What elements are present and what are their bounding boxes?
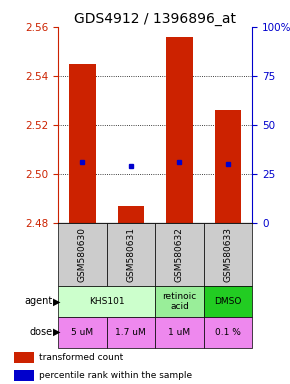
- Bar: [155, 223, 204, 286]
- Bar: [166, 36, 193, 223]
- Text: DMSO: DMSO: [214, 297, 242, 306]
- Text: KHS101: KHS101: [89, 297, 124, 306]
- Text: 5 uM: 5 uM: [71, 328, 93, 337]
- Bar: [58, 286, 155, 317]
- Bar: [14, 352, 34, 363]
- Bar: [14, 370, 34, 381]
- Bar: [107, 223, 155, 286]
- Bar: [58, 223, 107, 286]
- Text: dose: dose: [29, 327, 52, 337]
- Bar: [69, 64, 96, 223]
- Text: agent: agent: [24, 296, 52, 306]
- Text: 0.1 %: 0.1 %: [215, 328, 241, 337]
- Text: retinoic
acid: retinoic acid: [162, 292, 197, 311]
- Title: GDS4912 / 1396896_at: GDS4912 / 1396896_at: [74, 12, 236, 26]
- Text: GSM580632: GSM580632: [175, 227, 184, 282]
- Text: GSM580631: GSM580631: [126, 227, 135, 282]
- Bar: [155, 286, 204, 317]
- Bar: [155, 317, 204, 348]
- Text: ▶: ▶: [53, 327, 60, 337]
- Bar: [204, 286, 252, 317]
- Bar: [204, 317, 252, 348]
- Text: 1.7 uM: 1.7 uM: [115, 328, 146, 337]
- Text: transformed count: transformed count: [39, 353, 124, 362]
- Bar: [58, 317, 107, 348]
- Text: GSM580633: GSM580633: [224, 227, 233, 282]
- Bar: [204, 223, 252, 286]
- Text: percentile rank within the sample: percentile rank within the sample: [39, 371, 192, 380]
- Bar: [107, 317, 155, 348]
- Text: GSM580630: GSM580630: [78, 227, 87, 282]
- Text: ▶: ▶: [53, 296, 60, 306]
- Text: 1 uM: 1 uM: [168, 328, 191, 337]
- Bar: [215, 110, 241, 223]
- Bar: [117, 205, 144, 223]
